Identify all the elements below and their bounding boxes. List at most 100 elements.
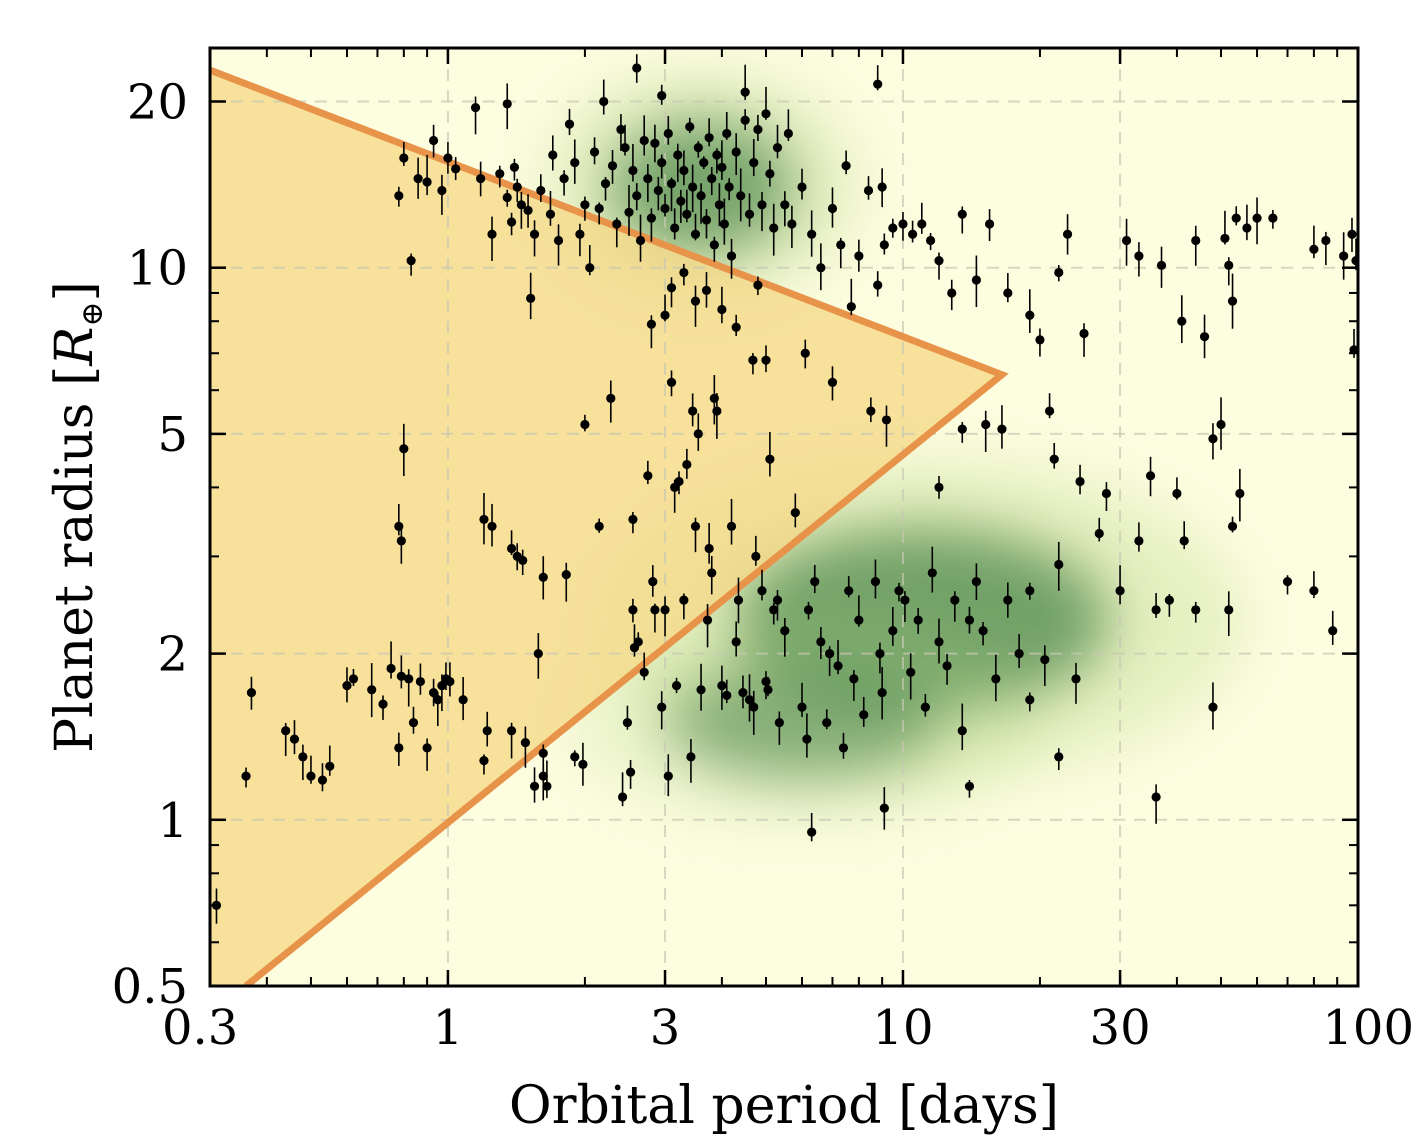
data-point [1268, 213, 1278, 223]
data-point [783, 128, 793, 139]
data-point [757, 586, 767, 596]
data-point [673, 150, 683, 160]
data-point [533, 649, 543, 659]
data-point [981, 419, 991, 430]
y-tick-labels: 0.5 1 2 5 10 20 [112, 75, 188, 1015]
data-point [606, 393, 616, 403]
data-point [920, 702, 930, 712]
data-point [733, 595, 744, 605]
data-point [1003, 595, 1013, 605]
data-point [643, 174, 653, 184]
data-point [731, 147, 741, 157]
data-point [394, 521, 404, 531]
data-point [1227, 296, 1238, 306]
data-point [564, 119, 575, 129]
data-point [1339, 251, 1349, 261]
data-point [971, 577, 981, 587]
data-point [657, 90, 667, 101]
data-point [844, 586, 854, 596]
data-point [1025, 310, 1035, 320]
data-point [1349, 345, 1358, 355]
data-point [849, 674, 859, 684]
y-axis-label: Planet radius [R⊕] [45, 281, 110, 753]
data-point [1145, 471, 1156, 481]
data-point [957, 424, 967, 434]
data-point [648, 577, 658, 587]
data-point [367, 685, 377, 695]
data-point [797, 702, 807, 712]
data-point [643, 471, 653, 481]
data-point [908, 229, 918, 239]
data-point [761, 109, 771, 119]
data-point [241, 771, 251, 781]
data-point [396, 671, 406, 681]
desert-boundary-line [210, 66, 1009, 986]
data-point [825, 649, 835, 659]
data-point [950, 595, 960, 605]
data-point [570, 752, 580, 762]
data-point [633, 637, 643, 647]
data-point [863, 185, 874, 196]
data-point [1121, 235, 1132, 246]
data-point [917, 219, 927, 229]
x-tick-label: 10 [872, 1000, 933, 1056]
data-point [690, 296, 701, 306]
data-point [1101, 488, 1112, 499]
data-point [787, 219, 797, 229]
data-point [516, 200, 526, 210]
y-tick-label: 10 [127, 241, 188, 297]
data-point [1035, 335, 1045, 345]
data-point [866, 406, 876, 416]
data-point [833, 661, 843, 671]
data-point [1351, 256, 1358, 266]
data-point [947, 288, 957, 298]
data-point [1208, 434, 1218, 444]
data-point [1014, 649, 1024, 659]
data-point [761, 355, 771, 365]
data-point [422, 743, 432, 753]
data-point [1134, 536, 1144, 546]
data-point [738, 687, 748, 698]
data-point [841, 161, 851, 171]
data-point [934, 256, 944, 266]
data-point [628, 605, 638, 615]
data-point [1216, 419, 1226, 430]
data-point [666, 377, 677, 387]
data-point [1156, 260, 1167, 270]
data-point [749, 702, 759, 712]
data-point [653, 185, 663, 196]
data-point [506, 543, 517, 554]
data-point [854, 251, 864, 261]
data-point [1044, 406, 1055, 416]
data-point [736, 191, 746, 201]
data-point [451, 164, 461, 174]
data-point [1227, 521, 1238, 531]
data-point [679, 165, 689, 176]
data-point [744, 209, 755, 219]
data-point [913, 615, 923, 625]
data-point [599, 96, 609, 107]
data-point [881, 415, 892, 425]
data-point [701, 215, 712, 225]
plot-frame [208, 46, 1360, 988]
data-point [900, 595, 910, 605]
data-point [428, 687, 439, 698]
plot-area [208, 46, 1360, 988]
data-point [635, 235, 646, 246]
data-point [807, 827, 817, 837]
data-point [790, 508, 800, 518]
data-point [800, 348, 810, 358]
data-point [670, 223, 680, 233]
data-point [749, 158, 759, 168]
data-point [317, 775, 328, 785]
data-point [731, 322, 741, 332]
data-point [1049, 454, 1059, 464]
data-point [748, 355, 758, 365]
data-point [585, 263, 595, 273]
data-point [529, 229, 540, 239]
data-point [685, 122, 695, 132]
data-point [1282, 577, 1293, 587]
data-point [717, 304, 727, 315]
data-point [722, 128, 732, 139]
data-point [934, 637, 944, 647]
